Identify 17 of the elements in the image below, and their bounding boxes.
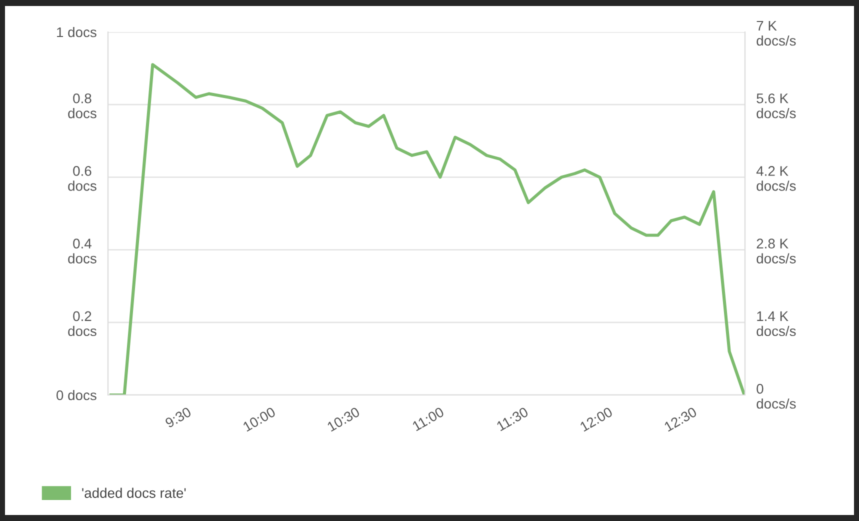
y-tick-label: 0.4 docs — [68, 238, 96, 264]
y-tick-label: 0.6 docs — [68, 166, 96, 191]
y2-tick-label: 5.6 K docs/s — [756, 93, 796, 118]
y2-tick-label: 4.2 K docs/s — [756, 166, 796, 191]
y-tick-label: 0.2 docs — [68, 311, 96, 336]
y2-tick-label: 2.8 K docs/s — [756, 238, 796, 264]
y-tick-label: 0.8 docs — [68, 93, 96, 118]
y-tick-label: 1 docs — [57, 26, 96, 38]
legend-label: 'added docs rate' — [82, 488, 186, 498]
x-tick-label: 11:30 — [496, 406, 529, 432]
y2-tick-label: 7 K docs/s — [756, 21, 796, 46]
x-tick-label: 11:00 — [412, 406, 445, 432]
y2-tick-label: 0 docs/s — [756, 384, 796, 409]
line-series — [110, 63, 745, 395]
x-tick-label: 9:30 — [164, 406, 192, 428]
y-tick-label: 0 docs — [56, 390, 96, 400]
y2-tick-label: 1.4 K docs/s — [756, 311, 796, 336]
